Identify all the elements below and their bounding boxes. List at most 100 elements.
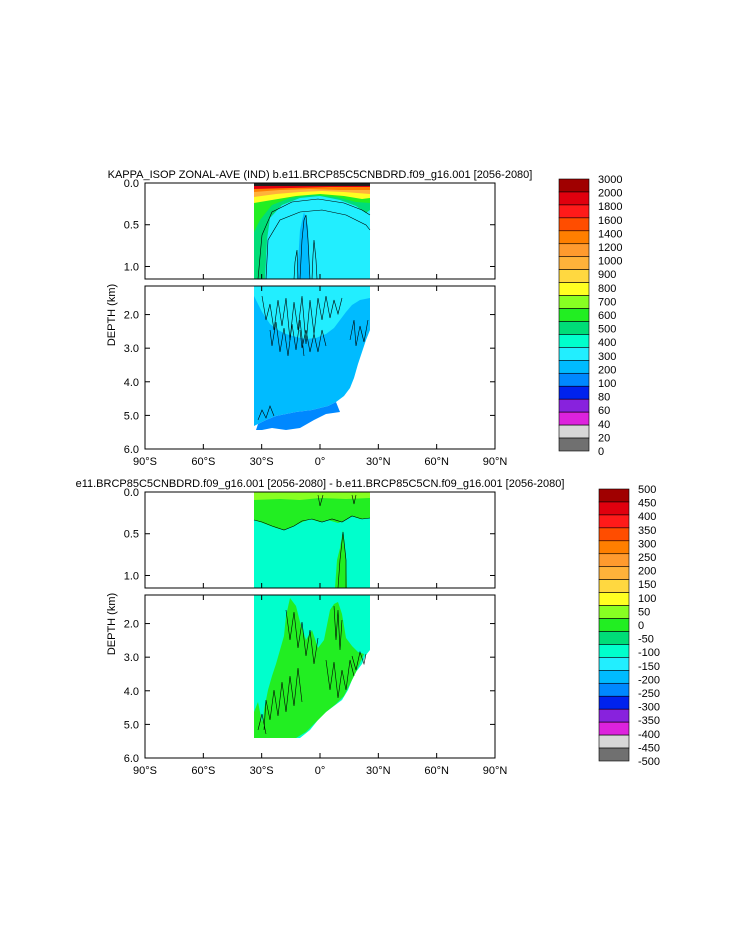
colorbar-swatch: [558, 204, 590, 219]
colorbar-swatch: [558, 282, 590, 296]
colorbar-swatch: [558, 295, 590, 309]
y-tick-label: 5.0: [124, 410, 139, 422]
colorbar-label: 60: [598, 405, 610, 417]
colorbar-label: 1400: [598, 228, 622, 240]
y-tick-label: 0.0: [124, 487, 139, 499]
colorbar-label: 600: [598, 310, 616, 322]
x-tick-label: 60°S: [191, 765, 215, 777]
colorbar-label: -350: [638, 715, 660, 727]
colorbar-label: -200: [638, 674, 660, 686]
y-tick-label: 4.0: [124, 686, 139, 698]
x-tick-label: 30°S: [250, 765, 274, 777]
colorbar-swatch: [558, 385, 590, 400]
colorbar-swatch: [598, 514, 630, 529]
colorbar-swatch: [598, 644, 630, 658]
y-tick-label: 4.0: [124, 377, 139, 389]
colorbar-swatch: [558, 398, 590, 413]
x-tick-label: 90°S: [133, 456, 157, 468]
colorbar-label: 450: [638, 498, 656, 510]
colorbar-swatch: [558, 230, 590, 245]
colorbar-label: 400: [638, 511, 656, 523]
panel-1-lower-field: [254, 286, 370, 430]
x-tick-label: 60°N: [424, 765, 449, 777]
x-tick-label: 0°: [315, 456, 326, 468]
y-tick-label: 0.5: [124, 220, 139, 232]
colorbar-swatch: [558, 334, 590, 348]
panel-1-y-ticks-lower: 2.0 3.0 4.0 5.0 6.0: [124, 310, 495, 456]
colorbar-swatch: [598, 631, 630, 645]
colorbar-label: 2000: [598, 188, 622, 200]
colorbar-swatch: [558, 347, 590, 361]
colorbar-label: -150: [638, 661, 660, 673]
colorbar-label: 3000: [598, 174, 622, 186]
panel-2-y-ticks-lower: 2.0 3.0 4.0 5.0 6.0: [124, 619, 495, 765]
colorbar-swatch: [598, 501, 630, 516]
colorbar-label: 1200: [598, 242, 622, 254]
colorbar-swatch: [598, 540, 630, 555]
x-tick-label: 60°N: [424, 456, 449, 468]
colorbar-swatch: [598, 734, 630, 749]
colorbar-swatch: [598, 682, 630, 697]
colorbar-label: 500: [638, 484, 656, 496]
colorbar-label: 200: [638, 566, 656, 578]
colorbar-swatch: [558, 360, 590, 374]
colorbar-label: 200: [598, 364, 616, 376]
panel-2-lower-field: [254, 595, 370, 738]
colorbar-label: 700: [598, 296, 616, 308]
panel-1-x-ticks: 90°S 60°S 30°S 0° 30°N 60°N 90°N: [133, 274, 507, 468]
panel-2: e11.BRCP85C5CNBDRD.f09_g16.001 [2056-208…: [76, 478, 660, 777]
colorbar-swatch: [598, 747, 630, 762]
colorbar-swatch: [598, 566, 630, 580]
colorbar-swatch: [598, 592, 630, 606]
y-tick-label: 3.0: [124, 652, 139, 664]
y-tick-label: 6.0: [124, 444, 139, 456]
colorbar-label: 100: [638, 593, 656, 605]
colorbar-swatch: [598, 695, 630, 710]
colorbar-label: 400: [598, 337, 616, 349]
panel-2-x-ticks: 90°S 60°S 30°S 0° 30°N 60°N 90°N: [133, 583, 507, 777]
colorbar-label: -400: [638, 729, 660, 741]
colorbar-swatch: [558, 437, 590, 452]
colorbar-label: 350: [638, 525, 656, 537]
y-tick-label: 5.0: [124, 719, 139, 731]
colorbar-swatch: [558, 424, 590, 439]
colorbar-label: 0: [638, 620, 644, 632]
colorbar-label: 40: [598, 419, 610, 431]
colorbar-swatch: [598, 670, 630, 684]
x-tick-label: 90°N: [483, 765, 508, 777]
colorbar-label: 300: [598, 351, 616, 363]
colorbar-label: 1600: [598, 215, 622, 227]
panel-1-y-ticks-upper: 0.0 0.5 1.0: [124, 178, 495, 273]
colorbar-label: 500: [598, 324, 616, 336]
colorbar-label: 800: [598, 283, 616, 295]
colorbar-label: -450: [638, 742, 660, 754]
y-tick-label: 1.0: [124, 261, 139, 273]
x-tick-label: 90°S: [133, 765, 157, 777]
x-tick-label: 90°N: [483, 456, 508, 468]
colorbar-swatch: [558, 178, 590, 193]
colorbar-swatch: [598, 721, 630, 736]
y-tick-label: 2.0: [124, 619, 139, 631]
colorbar-swatch: [558, 243, 590, 258]
colorbar-swatch: [598, 579, 630, 593]
colorbar-swatch: [558, 308, 590, 322]
y-tick-label: 0.0: [124, 178, 139, 190]
colorbar-label: 50: [638, 606, 650, 618]
colorbar-label: -100: [638, 647, 660, 659]
y-tick-label: 1.0: [124, 570, 139, 582]
x-tick-label: 60°S: [191, 456, 215, 468]
colorbar-swatch: [598, 708, 630, 723]
panel-1-upper-field: [254, 183, 371, 279]
colorbar-label: 0: [598, 446, 604, 458]
colorbar-label: 1000: [598, 256, 622, 268]
colorbar-swatch: [598, 488, 630, 503]
colorbar-label: 150: [638, 579, 656, 591]
panel-2-upper-field: [253, 492, 371, 588]
colorbar-swatch: [558, 191, 590, 206]
colorbar-swatch: [598, 553, 630, 568]
x-tick-label: 0°: [315, 765, 326, 777]
colorbar-swatch: [558, 411, 590, 426]
colorbar-label: -50: [638, 634, 654, 646]
colorbar-label: 1800: [598, 201, 622, 213]
colorbar-swatch: [558, 217, 590, 232]
